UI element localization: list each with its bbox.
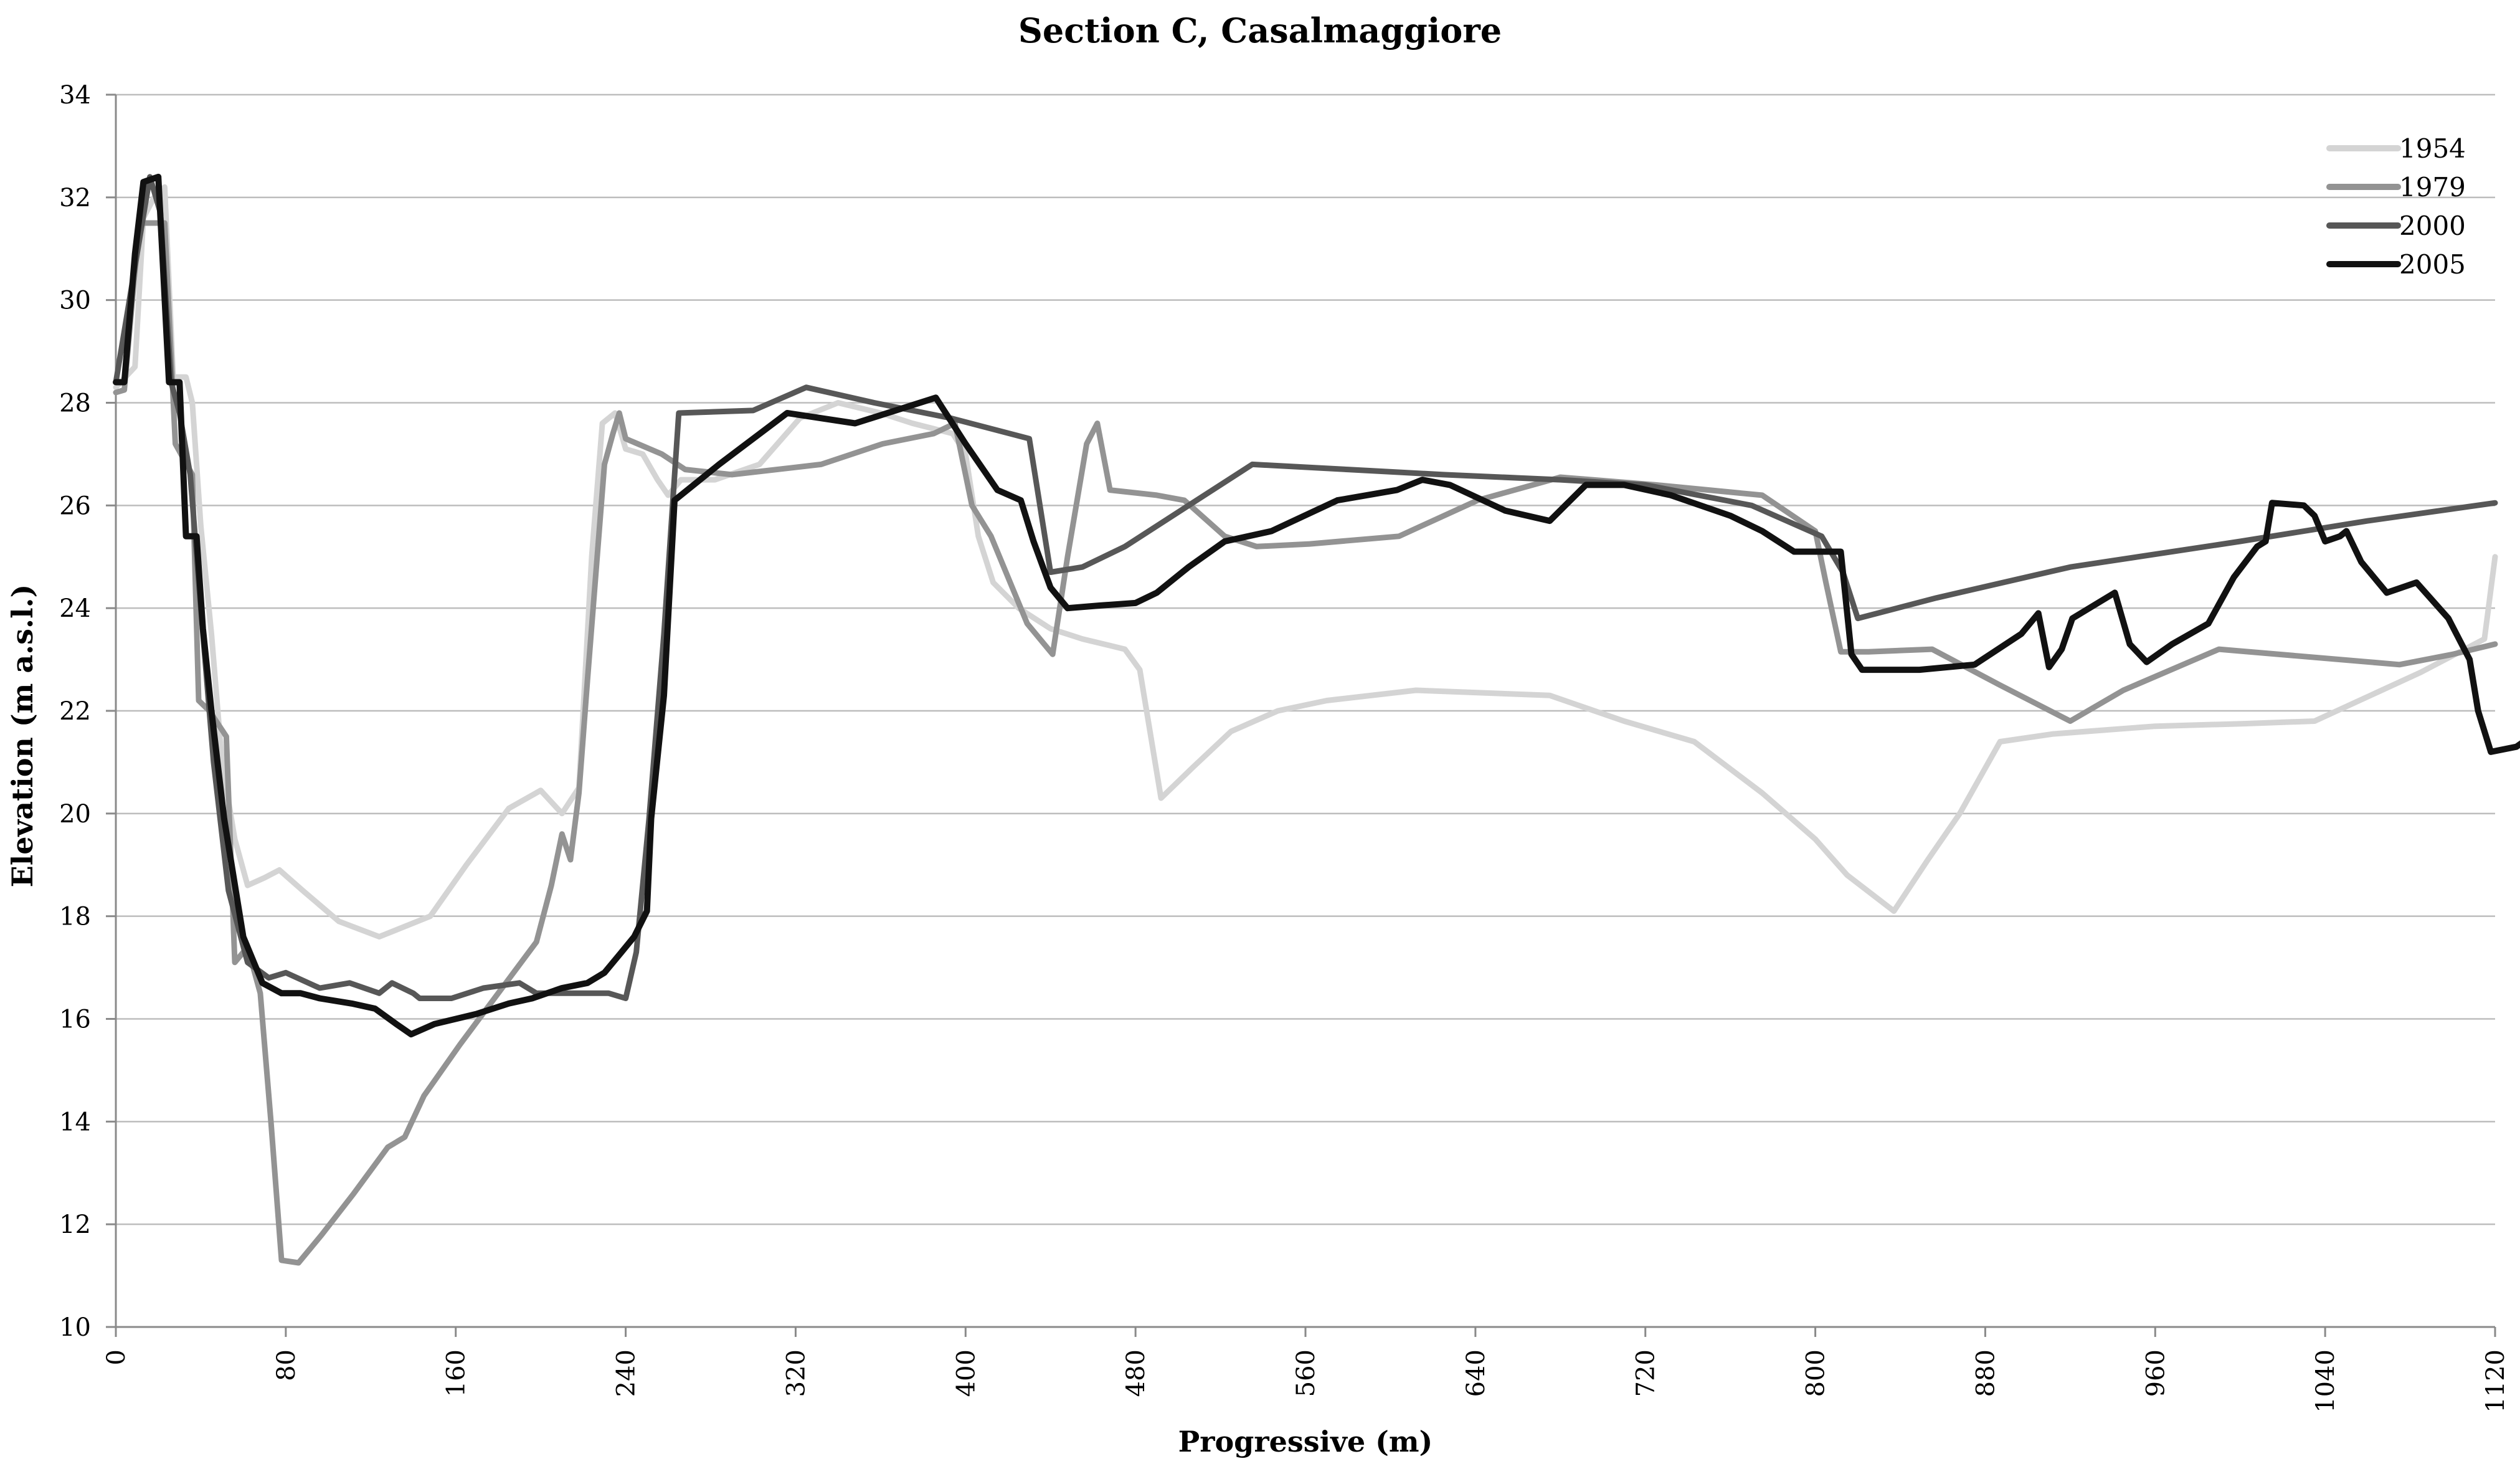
series-line-1954 <box>113 184 2498 940</box>
legend-label-1979: 1979 <box>2399 172 2466 202</box>
legend-label-2005: 2005 <box>2399 249 2466 280</box>
x-tick-label: 480 <box>1122 1349 1150 1397</box>
legend: 1954 1979 2000 2005 <box>2326 133 2466 280</box>
x-tick-label: 80 <box>272 1349 301 1381</box>
grid-lines <box>116 93 2495 1225</box>
y-tick-label: 24 <box>59 594 91 623</box>
y-tick-label: 26 <box>59 492 91 520</box>
x-tick-label: 880 <box>1971 1349 2000 1397</box>
y-tick-label: 18 <box>59 903 91 931</box>
legend-label-2000: 2000 <box>2399 211 2466 241</box>
x-tick-label: 0 <box>102 1349 131 1365</box>
y-axis-label: Elevation (m a.s.l.) <box>6 584 39 888</box>
x-tick-label: 320 <box>782 1349 810 1397</box>
x-tick-label: 640 <box>1462 1349 1490 1397</box>
x-tick-label: 240 <box>612 1349 641 1397</box>
y-tick-labels: 10 12 14 16 18 20 22 24 26 28 30 32 34 <box>59 81 91 1342</box>
y-tick-label: 10 <box>59 1313 91 1342</box>
series-line-1979 <box>113 220 2498 1266</box>
x-tick-labels: 0 80 160 240 320 400 480 560 640 720 800 880 960 1040… <box>102 1349 2510 1413</box>
y-tick-label: 28 <box>59 389 91 418</box>
x-tick-label: 960 <box>2141 1349 2170 1397</box>
x-tick-label: 400 <box>952 1349 980 1397</box>
y-tick-label: 30 <box>59 287 91 315</box>
y-tick-label: 12 <box>59 1210 91 1239</box>
chart-title: Section C, Casalmaggiore <box>1018 11 1502 50</box>
y-tick-label: 20 <box>59 800 91 829</box>
series-line-2000 <box>113 174 2498 1001</box>
x-tick-label: 800 <box>1802 1349 1831 1397</box>
y-tick-label: 14 <box>59 1108 91 1136</box>
y-tick-label: 16 <box>59 1006 91 1034</box>
x-tick-label: 560 <box>1292 1349 1320 1397</box>
legend-label-1954: 1954 <box>2399 133 2466 164</box>
axes <box>106 93 2496 1337</box>
x-tick-label: 720 <box>1632 1349 1660 1397</box>
x-axis-label: Progressive (m) <box>1178 1425 1433 1458</box>
y-tick-label: 22 <box>59 697 91 726</box>
x-tick-label: 1120 <box>2481 1349 2510 1413</box>
x-tick-label: 1040 <box>2311 1349 2340 1413</box>
y-tick-label: 32 <box>59 184 91 212</box>
x-tick-label: 160 <box>442 1349 471 1397</box>
series-line-2005 <box>113 173 2520 1038</box>
y-tick-label: 34 <box>59 81 91 110</box>
plot-area <box>113 173 2520 1266</box>
